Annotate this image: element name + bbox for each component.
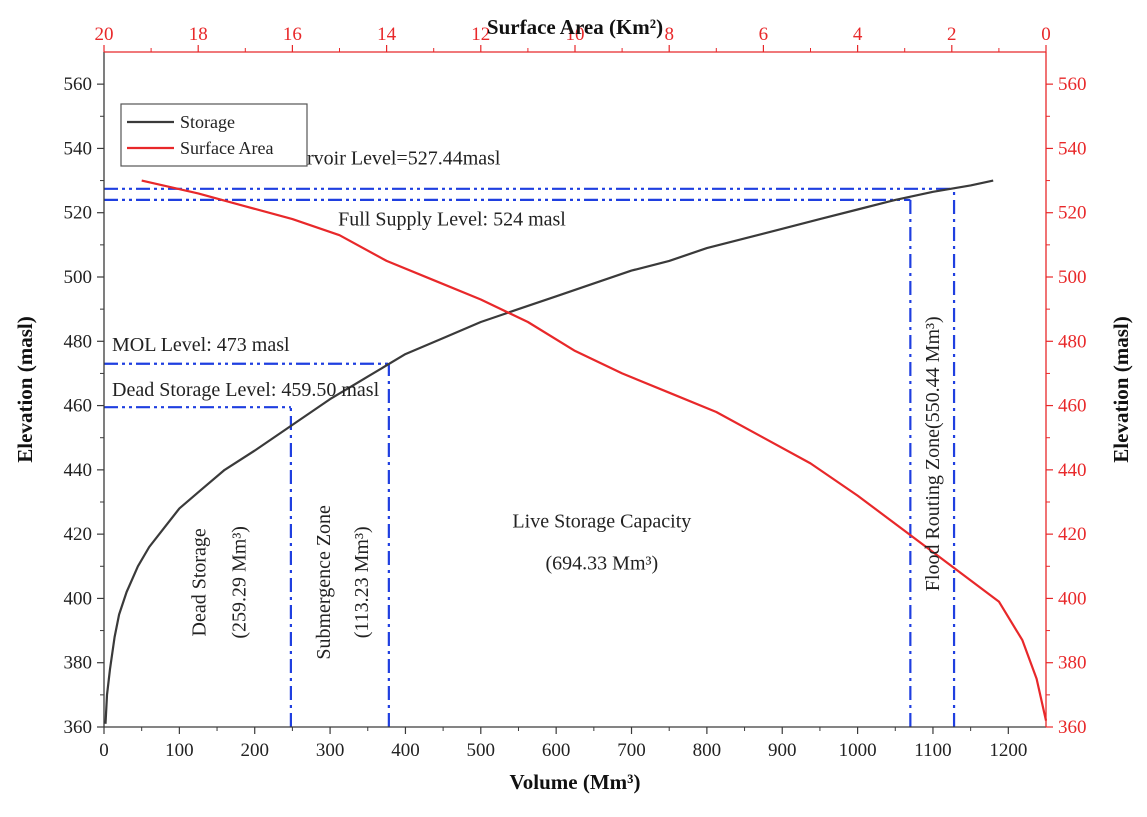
x-tick-label: 0	[99, 740, 109, 761]
annotation-live2: (694.33 Mm³)	[546, 553, 659, 575]
y-tick-label: 500	[64, 267, 93, 288]
y2-axis-title: Elevation (masl)	[1109, 316, 1133, 462]
annotation-mol: MOL Level: 473 masl	[112, 334, 290, 356]
y2-tick-label: 360	[1058, 717, 1087, 738]
y2-tick-label: 420	[1058, 524, 1087, 545]
x2-tick-label: 18	[189, 24, 208, 45]
x-tick-label: 1200	[989, 740, 1027, 761]
y-tick-label: 380	[64, 653, 93, 674]
y-tick-label: 480	[64, 331, 93, 352]
data-series	[104, 179, 1048, 724]
x-tick-label: 400	[391, 740, 420, 761]
x2-tick-label: 4	[853, 24, 863, 45]
x-tick-label: 1000	[839, 740, 877, 761]
y-tick-label: 560	[64, 74, 93, 95]
annotation-dead1: Dead Storage	[189, 528, 211, 636]
y-tick-label: 460	[64, 396, 93, 417]
x2-tick-label: 2	[947, 24, 957, 45]
y-tick-label: 520	[64, 203, 93, 224]
x-tick-label: 900	[768, 740, 797, 761]
y2-tick-label: 460	[1058, 396, 1087, 417]
x2-tick-label: 12	[471, 24, 490, 45]
x-tick-label: 500	[467, 740, 496, 761]
x-tick-label: 300	[316, 740, 345, 761]
y2-tick-label: 560	[1058, 74, 1087, 95]
x-tick-label: 200	[240, 740, 269, 761]
legend-label: Surface Area	[180, 138, 273, 158]
x2-tick-label: 8	[664, 24, 674, 45]
legend-label: Storage	[180, 112, 235, 132]
y2-tick-label: 480	[1058, 331, 1087, 352]
reference-lines	[104, 187, 956, 727]
series-line-storage	[104, 179, 994, 724]
y-tick-label: 360	[64, 717, 93, 738]
x2-tick-label: 14	[377, 24, 397, 45]
y-axis-title: Elevation (masl)	[13, 316, 37, 462]
x2-tick-label: 16	[283, 24, 302, 45]
y2-tick-label: 400	[1058, 588, 1087, 609]
x-tick-label: 100	[165, 740, 194, 761]
x2-tick-label: 10	[566, 24, 585, 45]
x-tick-label: 700	[617, 740, 646, 761]
x-tick-label: 600	[542, 740, 571, 761]
legend-box	[120, 103, 308, 167]
legend: Storage Surface Area	[120, 103, 308, 167]
y2-tick-label: 540	[1058, 138, 1087, 159]
annotation-sub2: (113.23 Mm³)	[351, 526, 373, 638]
annotation-dead2: (259.29 Mm³)	[229, 526, 251, 639]
x2-tick-label: 20	[95, 24, 114, 45]
y-tick-label: 420	[64, 524, 93, 545]
x-tick-label: 800	[693, 740, 722, 761]
annotation-flood: Flood Routing Zone(550.44 Mm³)	[922, 316, 944, 591]
annotation-dsl: Dead Storage Level: 459.50 masl	[112, 379, 380, 401]
y2-tick-label: 380	[1058, 653, 1087, 674]
y2-tick-label: 520	[1058, 203, 1087, 224]
annotation-fsl: Full Supply Level: 524 masl	[338, 209, 566, 231]
series-line-surface-area	[141, 179, 1048, 721]
annotation-live1: Live Storage Capacity	[512, 511, 691, 533]
y2-tick-label: 440	[1058, 460, 1087, 481]
x-axis-title: Volume (Mm³)	[510, 770, 641, 794]
x2-tick-label: 0	[1041, 24, 1051, 45]
y-tick-label: 440	[64, 460, 93, 481]
x-tick-label: 1100	[914, 740, 951, 761]
y2-tick-label: 500	[1058, 267, 1087, 288]
annotation-sub1: Submergence Zone	[313, 505, 335, 660]
x2-axis-title: Surface Area (Km²)	[487, 15, 663, 39]
axes: 0 100 200 300 400 500 600 700 800 900 1000 1100 1200…	[13, 15, 1133, 794]
x2-tick-label: 6	[759, 24, 769, 45]
y-tick-label: 400	[64, 588, 93, 609]
y-tick-label: 540	[64, 138, 93, 159]
